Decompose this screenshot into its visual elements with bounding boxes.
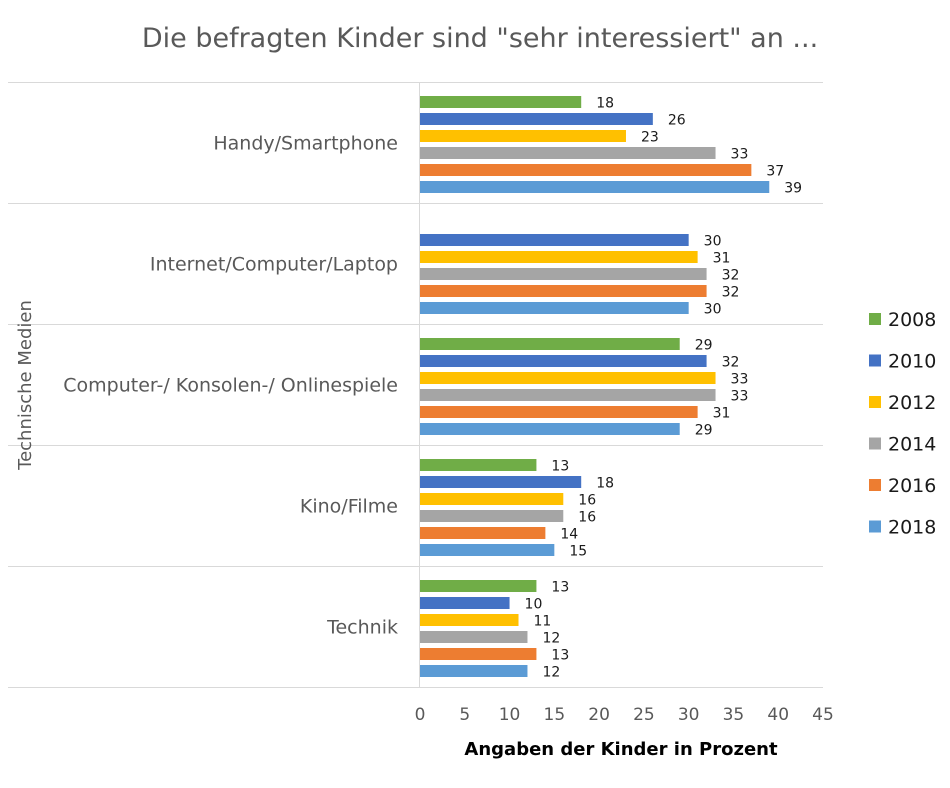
bar-2016 (420, 285, 707, 297)
bar-2018 (420, 181, 770, 193)
bar-2014 (420, 510, 564, 522)
x-tick-label: 25 (633, 705, 655, 725)
data-label: 10 (525, 597, 543, 613)
x-tick-label: 40 (767, 705, 789, 725)
data-label: 32 (722, 285, 740, 301)
category-label: Technik (326, 617, 398, 639)
legend-label: 2014 (888, 434, 936, 456)
legend-swatch-2018 (869, 520, 881, 533)
bar-2012 (420, 251, 698, 263)
legend-label: 2016 (888, 475, 936, 497)
legend-label: 2010 (888, 351, 936, 373)
bar-2014 (420, 268, 707, 280)
bar-2014 (420, 631, 528, 643)
legend-swatch-2016 (869, 479, 881, 491)
data-label: 16 (578, 493, 596, 509)
bar-2014 (420, 147, 716, 159)
data-label: 31 (713, 406, 731, 422)
bar-2018 (420, 665, 528, 677)
bar-2008 (420, 580, 537, 592)
chart-title: Die befragten Kinder sind "sehr interess… (142, 23, 818, 54)
data-label: 12 (542, 665, 560, 681)
category-label: Computer-/ Konsolen-/ Onlinespiele (63, 375, 398, 397)
data-label: 32 (722, 355, 740, 371)
data-label: 14 (560, 527, 578, 543)
bar-2010 (420, 597, 510, 609)
data-label: 13 (551, 459, 569, 475)
data-label: 39 (784, 181, 802, 197)
bar-2010 (420, 476, 582, 488)
data-label: 31 (713, 251, 731, 267)
data-label: 18 (596, 476, 614, 492)
legend-swatch-2008 (869, 313, 881, 325)
data-label: 30 (704, 302, 722, 318)
bar-2010 (420, 234, 689, 246)
x-tick-label: 15 (544, 705, 566, 725)
data-label: 23 (641, 130, 659, 146)
bar-2008 (420, 338, 680, 350)
x-tick-label: 30 (678, 705, 700, 725)
data-label: 33 (731, 147, 749, 163)
x-tick-label: 5 (459, 705, 470, 725)
legend: 2008 2010 2012 2014 2016 2018 (869, 309, 936, 539)
category-label: Internet/Computer/Laptop (150, 254, 398, 276)
bar-2016 (420, 527, 546, 539)
data-label: 13 (551, 648, 569, 664)
bar-2016 (420, 648, 537, 660)
data-label: 33 (731, 372, 749, 388)
bar-2016 (420, 164, 752, 176)
legend-label: 2012 (888, 392, 936, 414)
legend-label: 2018 (888, 517, 936, 539)
data-label: 30 (704, 234, 722, 250)
data-label: 11 (534, 614, 552, 630)
data-label: 13 (551, 580, 569, 596)
y-axis-title: Technische Medien (15, 300, 36, 471)
bar-2010 (420, 113, 653, 125)
x-tick-label: 45 (812, 705, 834, 725)
data-label: 29 (695, 423, 713, 439)
bar-2018 (420, 544, 555, 556)
data-label: 32 (722, 268, 740, 284)
bar-2012 (420, 493, 564, 505)
data-label: 29 (695, 338, 713, 354)
bar-2016 (420, 406, 698, 418)
data-label: 26 (668, 113, 686, 129)
bar-2012 (420, 130, 626, 142)
data-label: 37 (766, 164, 784, 180)
bar-2012 (420, 372, 716, 384)
data-label: 18 (596, 96, 614, 112)
x-tick-label: 10 (499, 705, 521, 725)
x-tick-label: 20 (588, 705, 610, 725)
legend-label: 2008 (888, 309, 936, 331)
bar-2008 (420, 96, 582, 108)
legend-swatch-2014 (869, 437, 881, 450)
data-label: 16 (578, 510, 596, 526)
x-axis-title: Angaben der Kinder in Prozent (464, 739, 778, 760)
data-label: 12 (542, 631, 560, 647)
x-tick-label: 0 (415, 705, 426, 725)
bar-2014 (420, 389, 716, 401)
data-label: 33 (731, 389, 749, 405)
bar-2010 (420, 355, 707, 367)
bar-2008 (420, 459, 537, 471)
legend-swatch-2010 (869, 354, 881, 367)
bar-2012 (420, 614, 519, 626)
data-label: 15 (569, 544, 587, 560)
legend-swatch-2012 (869, 396, 881, 408)
x-tick-label: 35 (723, 705, 745, 725)
category-label: Kino/Filme (300, 496, 398, 518)
category-label: Handy/Smartphone (213, 133, 398, 155)
bar-2018 (420, 302, 689, 314)
bar-2018 (420, 423, 680, 435)
